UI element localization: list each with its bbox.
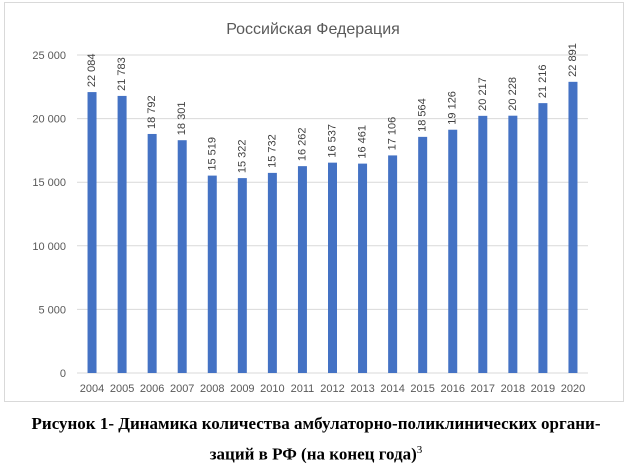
bars bbox=[87, 81, 578, 374]
x-tick-label: 2008 bbox=[200, 383, 224, 395]
data-label: 20 217 bbox=[477, 77, 489, 111]
bar-2010 bbox=[267, 172, 277, 373]
bar-2008 bbox=[207, 175, 217, 373]
figure-caption-line-1: Рисунок 1- Динамика количества амбулатор… bbox=[31, 414, 601, 433]
figure-caption-text: заций в РФ (на конец года) bbox=[209, 444, 417, 464]
data-label: 16 461 bbox=[357, 125, 369, 159]
y-tick-label: 20 000 bbox=[32, 114, 66, 126]
data-label: 21 216 bbox=[537, 64, 549, 98]
bar-2014 bbox=[388, 155, 398, 373]
data-label: 19 126 bbox=[447, 91, 459, 125]
bar-2019 bbox=[538, 103, 548, 373]
x-tick-label: 2017 bbox=[471, 383, 495, 395]
data-labels: 22 084 21 783 18 792 18 301 15 519 15 322 15 7… bbox=[86, 43, 579, 173]
y-tick-label: 5 000 bbox=[38, 304, 66, 316]
chart-frame bbox=[4, 2, 624, 402]
x-tick-label: 2011 bbox=[291, 383, 315, 395]
y-tick-label: 0 bbox=[60, 368, 66, 380]
bar-2018 bbox=[508, 115, 518, 374]
bar-2007 bbox=[177, 140, 187, 373]
x-tick-label: 2005 bbox=[110, 383, 134, 395]
bar-chart: Российская Федерация 0 5 000 10 000 15 000 2… bbox=[32, 21, 588, 395]
figure-caption-line-2: заций в РФ (на конец года)3 bbox=[0, 444, 632, 465]
chart-title: Российская Федерация bbox=[226, 21, 400, 38]
x-tick-label: 2015 bbox=[410, 383, 434, 395]
bar-2009 bbox=[237, 178, 247, 373]
data-label: 16 537 bbox=[327, 124, 339, 158]
y-tick-label: 10 000 bbox=[32, 241, 66, 253]
y-axis-ticks: 0 5 000 10 000 15 000 20 000 25 000 bbox=[32, 50, 66, 380]
x-axis-ticks: 2004 2005 2006 2007 2008 2009 2010 2011 2012 2013… bbox=[80, 383, 585, 395]
data-label: 18 564 bbox=[417, 98, 429, 132]
footnote-mark: 3 bbox=[416, 444, 423, 456]
data-label: 17 106 bbox=[387, 117, 399, 151]
x-tick-label: 2016 bbox=[440, 383, 464, 395]
bar-2013 bbox=[358, 163, 368, 373]
data-label: 20 228 bbox=[507, 77, 519, 111]
bar-2017 bbox=[478, 115, 488, 374]
data-label: 16 262 bbox=[296, 127, 308, 161]
x-tick-label: 2014 bbox=[380, 383, 404, 395]
data-label: 15 519 bbox=[206, 137, 218, 171]
gridlines bbox=[77, 54, 588, 374]
x-tick-label: 2004 bbox=[80, 383, 104, 395]
x-tick-label: 2007 bbox=[170, 383, 194, 395]
bar-2012 bbox=[328, 162, 337, 373]
data-label: 21 783 bbox=[116, 57, 128, 91]
data-label: 22 891 bbox=[567, 43, 579, 77]
data-label: 22 084 bbox=[86, 53, 98, 87]
bar-2011 bbox=[297, 166, 307, 373]
bar-2006 bbox=[147, 133, 157, 373]
x-tick-label: 2019 bbox=[531, 383, 555, 395]
x-tick-label: 2018 bbox=[501, 383, 525, 395]
bar-2016 bbox=[448, 129, 458, 373]
bar-2015 bbox=[418, 136, 428, 373]
data-label: 15 732 bbox=[266, 134, 278, 168]
x-tick-label: 2010 bbox=[260, 383, 284, 395]
bar-2004 bbox=[87, 92, 97, 373]
bar-2020 bbox=[568, 81, 578, 373]
x-tick-label: 2013 bbox=[350, 383, 374, 395]
data-label: 18 301 bbox=[176, 102, 188, 136]
x-tick-label: 2012 bbox=[320, 383, 344, 395]
y-tick-label: 25 000 bbox=[32, 50, 66, 62]
x-tick-label: 2009 bbox=[230, 383, 254, 395]
x-tick-label: 2020 bbox=[561, 383, 585, 395]
data-label: 15 322 bbox=[236, 139, 248, 173]
x-tick-label: 2006 bbox=[140, 383, 164, 395]
data-label: 18 792 bbox=[146, 95, 158, 129]
bar-2005 bbox=[117, 95, 127, 374]
y-tick-label: 15 000 bbox=[32, 177, 66, 189]
